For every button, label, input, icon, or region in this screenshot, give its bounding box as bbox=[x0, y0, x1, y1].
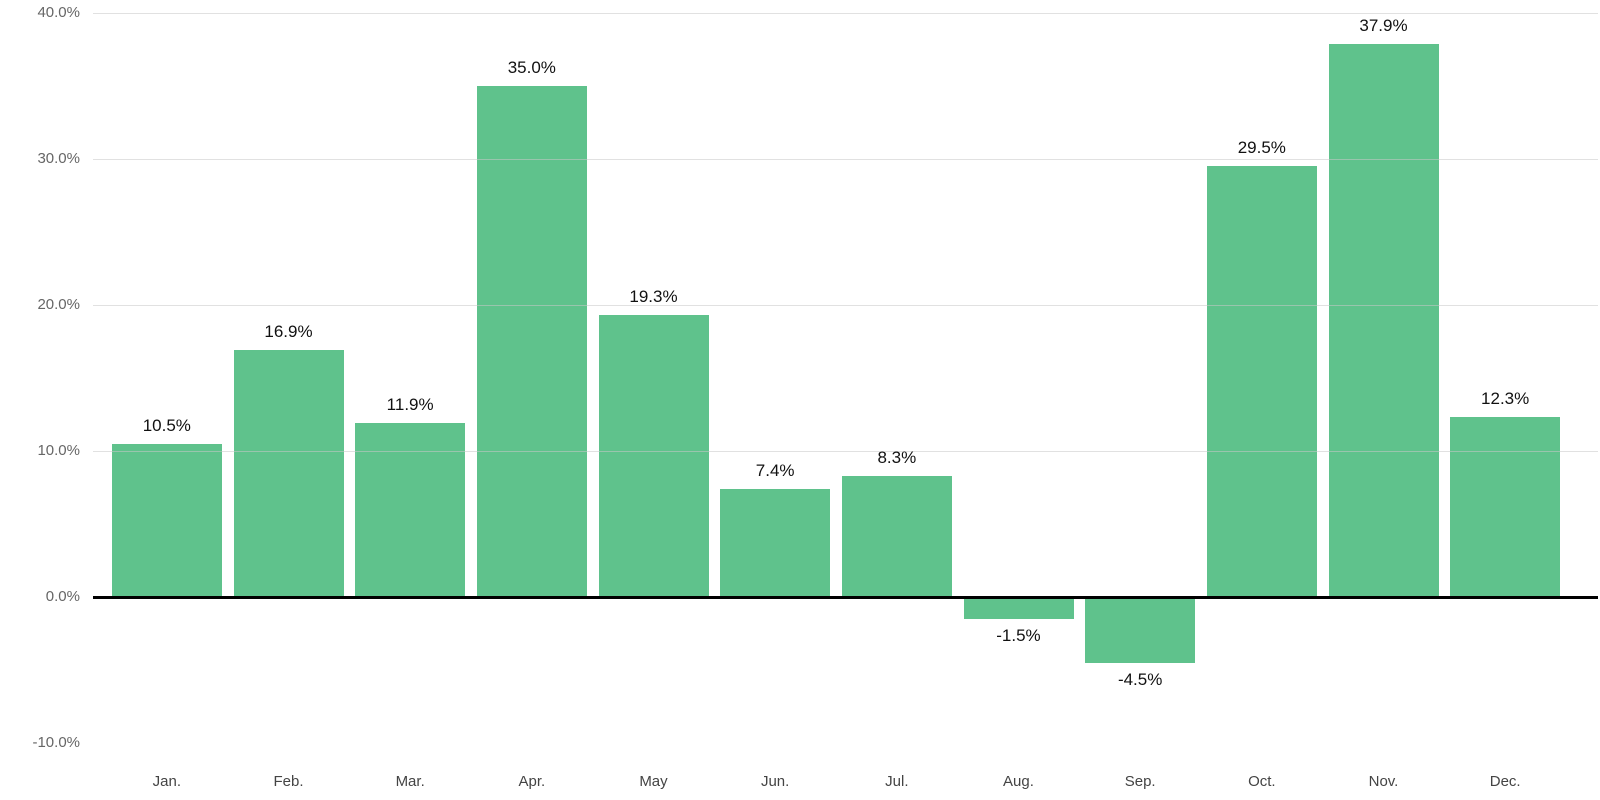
x-axis-label-may: May bbox=[639, 773, 668, 790]
bar-aug[interactable] bbox=[963, 597, 1074, 619]
bar-oct[interactable] bbox=[1206, 166, 1317, 597]
bar-dec[interactable] bbox=[1450, 417, 1561, 597]
x-axis-label-jul: Jul. bbox=[885, 773, 909, 790]
x-axis-label-oct: Oct. bbox=[1248, 773, 1276, 790]
bar-may[interactable] bbox=[598, 315, 709, 597]
x-axis-label-aug: Aug. bbox=[1003, 773, 1034, 790]
bar-value-label-nov: 37.9% bbox=[1359, 15, 1408, 35]
x-axis-label-feb: Feb. bbox=[273, 773, 304, 790]
bar-value-label-jul: 8.3% bbox=[877, 447, 917, 467]
gridline bbox=[93, 158, 1598, 160]
bar-value-label-apr: 35.0% bbox=[507, 58, 556, 77]
bar-value-label-oct: 29.5% bbox=[1237, 138, 1286, 158]
bar-value-label-feb: 16.9% bbox=[264, 322, 313, 342]
x-axis-label-nov: Nov. bbox=[1368, 773, 1399, 790]
bar-jul[interactable] bbox=[841, 475, 952, 597]
x-axis-label-sep: Sep. bbox=[1124, 773, 1156, 790]
x-axis-label-mar: Mar. bbox=[395, 773, 425, 790]
zero-axis-line bbox=[93, 596, 1598, 599]
y-axis-tick-label: 40.0% bbox=[37, 4, 80, 21]
bar-value-label-jun: 7.4% bbox=[755, 460, 795, 480]
y-axis-tick-label: 10.0% bbox=[37, 442, 80, 459]
bar-value-label-aug: -1.5% bbox=[996, 625, 1041, 645]
bar-value-label-dec: 12.3% bbox=[1481, 389, 1530, 409]
gridline bbox=[93, 450, 1598, 452]
bar-value-label-may: 19.3% bbox=[629, 287, 678, 307]
gridline bbox=[93, 12, 1598, 14]
bar-value-label-jan: 10.5% bbox=[142, 415, 191, 435]
bar-jan[interactable] bbox=[111, 443, 222, 597]
y-axis-tick-label: -10.0% bbox=[32, 734, 80, 751]
bar-nov[interactable] bbox=[1328, 43, 1439, 597]
y-axis-tick-label: 20.0% bbox=[37, 296, 80, 313]
bar-jun[interactable] bbox=[720, 488, 831, 597]
bar-apr[interactable] bbox=[476, 86, 587, 597]
bar-mar[interactable] bbox=[355, 423, 466, 597]
bar-value-label-sep: -4.5% bbox=[1117, 669, 1163, 689]
x-axis-label-jan: Jan. bbox=[152, 773, 181, 790]
y-axis-tick-label: 0.0% bbox=[45, 588, 80, 605]
x-axis-label-dec: Dec. bbox=[1489, 773, 1521, 790]
bar-sep[interactable] bbox=[1085, 597, 1196, 663]
x-axis-label-apr: Apr. bbox=[518, 773, 546, 790]
x-axis-label-jun: Jun. bbox=[760, 773, 790, 790]
bar-value-label-mar: 11.9% bbox=[386, 395, 434, 415]
gridline bbox=[93, 304, 1598, 306]
y-axis-tick-label: 30.0% bbox=[37, 150, 80, 167]
bar-feb[interactable] bbox=[233, 350, 344, 597]
